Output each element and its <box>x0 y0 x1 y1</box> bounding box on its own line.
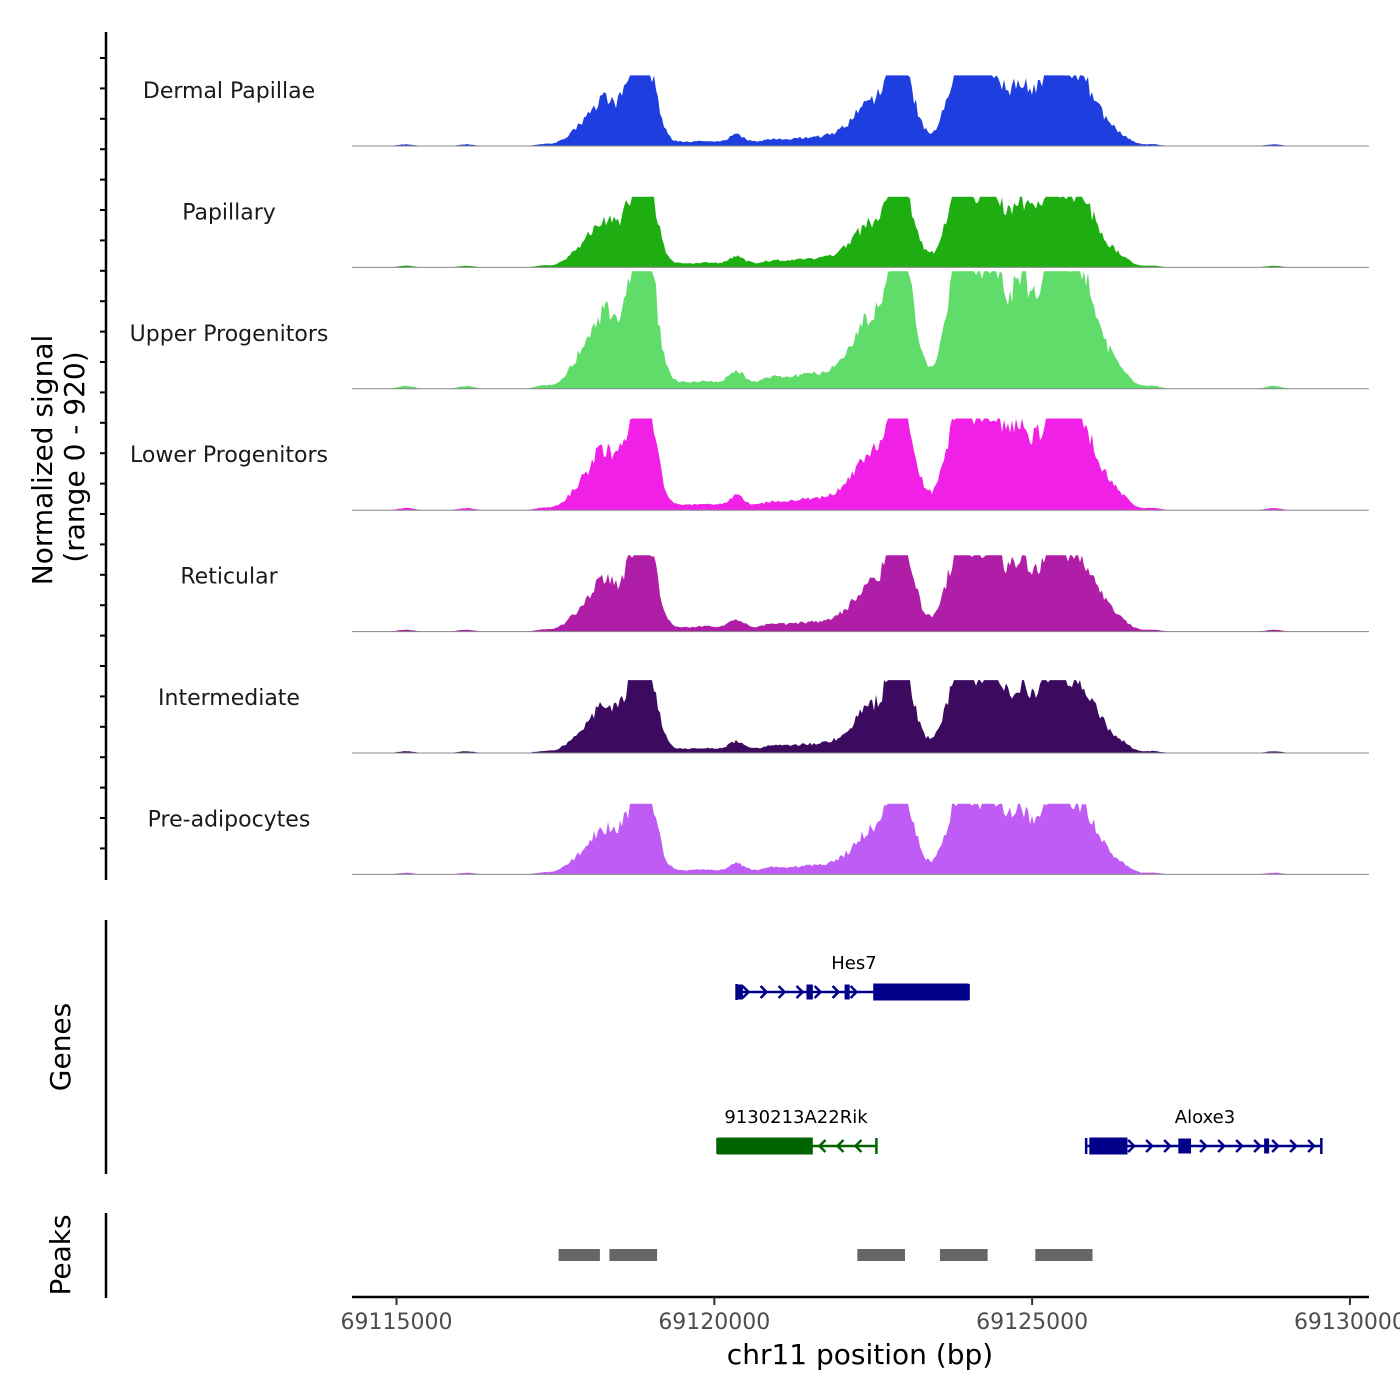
coverage-track-papillary: Papillary <box>182 196 1369 268</box>
gene-strand-arrow <box>1217 1139 1226 1153</box>
x-axis-tick-label: 69115000 <box>341 1310 453 1335</box>
coverage-area <box>352 271 1369 389</box>
coverage-track-label: Intermediate <box>158 686 300 711</box>
coverage-area <box>352 555 1369 632</box>
coverage-track-intermediate: Intermediate <box>158 680 1369 754</box>
peaks-panel: Peaks <box>44 1213 1093 1298</box>
peak-region <box>609 1249 658 1261</box>
gene-strand-arrow <box>1289 1139 1298 1153</box>
x-axis-ticks: 69115000 69120000 69125000 69130000 <box>341 1297 1400 1335</box>
peak-regions <box>558 1249 1093 1261</box>
gene-name-label: 9130213A22Rik <box>724 1107 868 1128</box>
peak-region <box>1035 1249 1093 1261</box>
gene-strand-arrow <box>813 985 823 999</box>
coverage-tracks: Dermal Papillae Papillary Upper Progenitor… <box>130 75 1369 875</box>
gene-strand-arrow <box>1235 1139 1244 1153</box>
coverage-track-label: Lower Progenitors <box>130 443 328 468</box>
peak-region <box>857 1249 905 1261</box>
coverage-panel: Normalized signal (range 0 - 920) Dermal… <box>26 32 1369 880</box>
coverage-area <box>352 75 1369 146</box>
genes-panel-label: Genes <box>44 1003 77 1091</box>
gene-strand-arrow <box>777 985 787 999</box>
x-axis-tick-label: 69125000 <box>976 1310 1088 1335</box>
gene-exon <box>1089 1137 1128 1155</box>
gene-strand-arrow <box>1145 1139 1154 1153</box>
gene-strand-arrow <box>853 1139 863 1153</box>
coverage-track-dermal-papillae: Dermal Papillae <box>143 75 1369 147</box>
coverage-area <box>352 680 1369 753</box>
coverage-y-title-line1: Normalized signal <box>26 335 59 586</box>
coverage-y-title-line2: (range 0 - 920) <box>58 351 91 562</box>
gene-strand-arrow <box>1271 1139 1280 1153</box>
gene-exon <box>736 984 743 1000</box>
gene-exon <box>1264 1138 1270 1154</box>
coverage-track-pre-adipocytes: Pre-adipocytes <box>148 803 1369 875</box>
gene-exon <box>717 1137 813 1155</box>
gene-strand-arrow <box>1253 1139 1262 1153</box>
gene-strand-arrow <box>1127 1139 1136 1153</box>
gene-exon <box>873 983 969 1001</box>
gene-exon <box>844 984 850 1000</box>
x-axis: 69115000 69120000 69125000 69130000 chr11 p… <box>341 1295 1400 1371</box>
gene-models: Hes7 9130213A22Rik Aloxe3 <box>716 953 1323 1155</box>
coverage-area <box>352 418 1369 511</box>
x-axis-tick-label: 69120000 <box>658 1310 770 1335</box>
coverage-track-label: Pre-adipocytes <box>148 807 311 832</box>
coverage-track-label: Reticular <box>180 565 278 590</box>
coverage-track-label: Upper Progenitors <box>130 322 329 347</box>
gene-strand-arrow <box>1199 1139 1208 1153</box>
peak-region <box>558 1249 600 1261</box>
gene-name-label: Hes7 <box>831 953 876 974</box>
peak-region <box>939 1249 988 1261</box>
x-axis-tick-label: 69130000 <box>1294 1310 1400 1335</box>
gene-strand-arrow <box>795 985 805 999</box>
coverage-track-reticular: Reticular <box>180 555 1369 633</box>
peaks-panel-label: Peaks <box>44 1214 77 1295</box>
coverage-track-label: Papillary <box>182 200 276 225</box>
gene-name-label: Aloxe3 <box>1175 1107 1235 1128</box>
gene-aloxe3: Aloxe3 <box>1084 1107 1323 1155</box>
gene-strand-arrow <box>817 1139 827 1153</box>
gene-hes7: Hes7 <box>735 953 970 1001</box>
coverage-y-ticks <box>100 57 106 850</box>
gene-strand-arrow <box>759 985 769 999</box>
x-axis-title: chr11 position (bp) <box>727 1338 993 1371</box>
coverage-area <box>352 196 1369 268</box>
gene-exon <box>1178 1138 1192 1154</box>
gene-strand-arrow <box>741 985 751 999</box>
coverage-track-upper-progenitors: Upper Progenitors <box>130 271 1369 390</box>
coverage-track-lower-progenitors: Lower Progenitors <box>130 418 1369 511</box>
gene-strand-arrow <box>835 1139 845 1153</box>
coverage-area <box>352 803 1369 875</box>
coverage-track-label: Dermal Papillae <box>143 79 315 104</box>
gene-exon <box>806 984 813 1000</box>
genes-panel: Genes Hes7 9130213A22Rik Aloxe3 <box>44 920 1323 1174</box>
gene-strand-arrow <box>1163 1139 1172 1153</box>
gene-9130213a22rik: 9130213A22Rik <box>716 1107 878 1155</box>
gene-strand-arrow <box>831 985 841 999</box>
gene-strand-arrow <box>1307 1139 1316 1153</box>
gene-strand-arrow <box>849 985 859 999</box>
